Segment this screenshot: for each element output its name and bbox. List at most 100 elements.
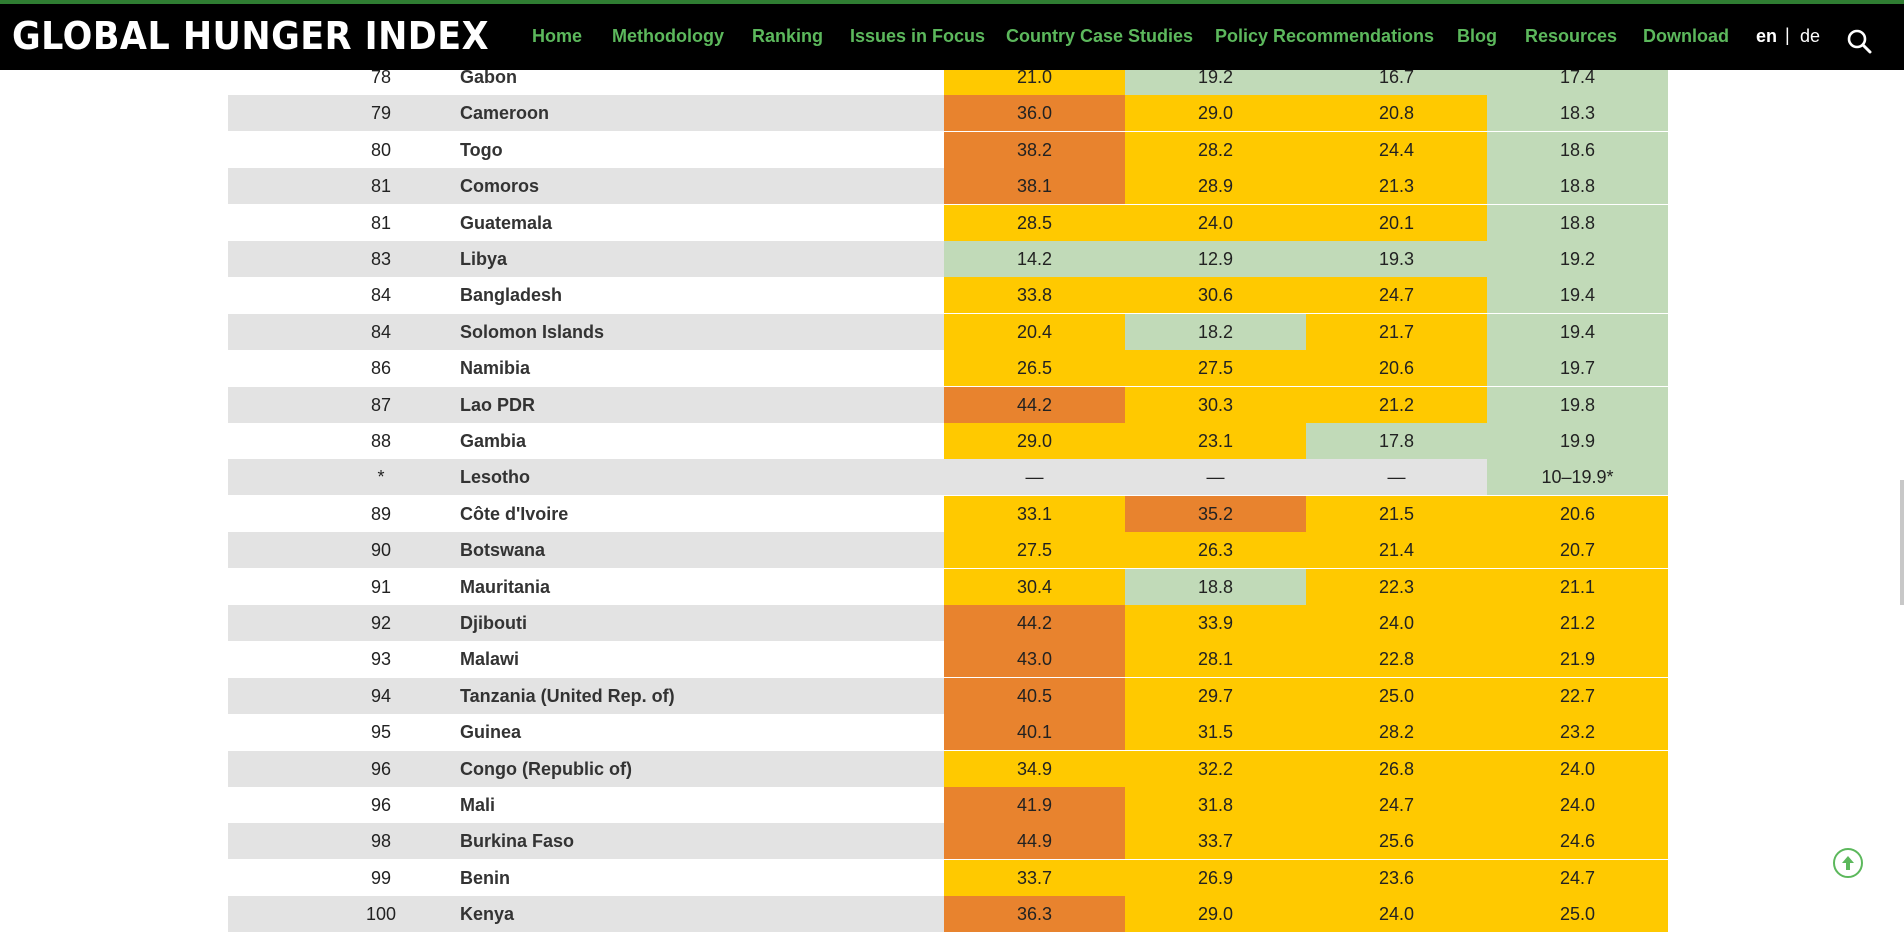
- table-row: 99 Benin 33.7 26.9 23.6 24.7: [228, 859, 1669, 896]
- rank-cell: 96: [370, 795, 392, 815]
- ghi-score-cell: 26.9: [1125, 859, 1306, 896]
- scrollbar-thumb[interactable]: [1900, 480, 1904, 605]
- country-cell: Mauritania: [460, 576, 551, 597]
- country-cell: Guinea: [460, 722, 522, 743]
- ghi-score-cell: 24.0: [1125, 204, 1306, 241]
- table-row: 96 Mali 41.9 31.8 24.7 24.0: [228, 787, 1669, 823]
- ghi-score-cell: 36.0: [944, 95, 1125, 132]
- ghi-score-cell: 19.7: [1487, 350, 1668, 387]
- ghi-score-cell: 26.5: [944, 350, 1125, 387]
- rank-cell: 84: [370, 285, 392, 306]
- ghi-score-cell: 25.0: [1487, 896, 1668, 932]
- rank-cell: 87: [370, 394, 392, 415]
- country-cell: Gabon: [460, 67, 517, 87]
- ghi-score-cell: 10–19.9*: [1487, 459, 1668, 496]
- country-cell: Solomon Islands: [460, 321, 605, 342]
- ghi-score-cell: 23.6: [1306, 859, 1487, 896]
- ghi-score-cell: 43.0: [944, 641, 1125, 678]
- rank-cell: 79: [370, 103, 392, 124]
- ghi-score-cell: 33.9: [1125, 605, 1306, 641]
- rank-cell: 91: [370, 576, 392, 597]
- ghi-score-cell: 24.0: [1306, 605, 1487, 641]
- ghi-score-cell: 29.0: [944, 423, 1125, 459]
- ghi-score-cell: 25.0: [1306, 677, 1487, 714]
- ghi-score-cell: 22.3: [1306, 568, 1487, 605]
- table-row: 88 Gambia 29.0 23.1 17.8 19.9: [228, 423, 1669, 459]
- table-row: 95 Guinea 40.1 31.5 28.2 23.2: [228, 714, 1669, 751]
- rank-cell: 99: [370, 867, 392, 888]
- ghi-score-cell: 34.9: [944, 750, 1125, 787]
- ghi-score-cell: 44.2: [944, 386, 1125, 423]
- ghi-score-cell: 21.4: [1306, 532, 1487, 569]
- table-row: 83 Libya 14.2 12.9 19.3 19.2: [228, 241, 1669, 277]
- ghi-score-cell: 29.0: [1125, 896, 1306, 932]
- search-icon[interactable]: [1846, 28, 1872, 54]
- nav-item-ranking[interactable]: Ranking: [752, 26, 824, 46]
- language-separator: |: [1785, 25, 1790, 45]
- ghi-score-cell: 26.3: [1125, 532, 1306, 569]
- ghi-score-cell: 20.6: [1487, 495, 1668, 532]
- rank-cell: 93: [370, 649, 392, 670]
- table-row: 94 Tanzania (United Rep. of) 40.5 29.7 25.0 2…: [228, 677, 1669, 714]
- ghi-score-cell: 31.5: [1125, 714, 1306, 751]
- nav-item-policy-recommendations[interactable]: Policy Recommendations: [1215, 26, 1435, 46]
- country-cell: Cameroon: [460, 103, 550, 124]
- scroll-to-top-button[interactable]: [1833, 848, 1863, 878]
- country-cell: Bangladesh: [460, 285, 563, 306]
- nav-item-home[interactable]: Home: [532, 26, 583, 46]
- country-cell: Malawi: [460, 649, 520, 670]
- ghi-score-cell: 12.9: [1125, 241, 1306, 277]
- site-logo[interactable]: GLOBAL HUNGER INDEX: [12, 14, 490, 58]
- nav-item-issues-in-focus[interactable]: Issues in Focus: [850, 26, 986, 46]
- rank-cell: 80: [370, 139, 392, 160]
- nav-item-country-case-studies[interactable]: Country Case Studies: [1006, 26, 1194, 46]
- nav-item-blog[interactable]: Blog: [1457, 26, 1497, 46]
- language-de-link[interactable]: de: [1800, 26, 1821, 46]
- ghi-score-cell: 21.1: [1487, 568, 1668, 605]
- ghi-score-cell: 28.2: [1306, 714, 1487, 751]
- ghi-score-cell: 28.1: [1125, 641, 1306, 678]
- country-cell: Djibouti: [460, 613, 527, 633]
- language-en-link[interactable]: en: [1756, 26, 1778, 46]
- table-row: 81 Guatemala 28.5 24.0 20.1 18.8: [228, 204, 1669, 241]
- rank-cell: 92: [370, 613, 392, 633]
- ghi-score-cell: 28.2: [1125, 131, 1306, 168]
- table-row: 90 Botswana 27.5 26.3 21.4 20.7: [228, 532, 1669, 569]
- ghi-score-cell: 33.8: [944, 277, 1125, 314]
- ghi-score-cell: 14.2: [944, 241, 1125, 277]
- country-cell: Libya: [460, 249, 508, 269]
- table-row: 100 Kenya 36.3 29.0 24.0 25.0: [228, 896, 1669, 932]
- country-cell: Tanzania (United Rep. of): [460, 685, 675, 706]
- nav-item-download[interactable]: Download: [1643, 26, 1729, 46]
- country-cell: Comoros: [460, 176, 540, 197]
- table-row: 96 Congo (Republic of) 34.9 32.2 26.8 24.0: [228, 750, 1669, 787]
- ghi-score-cell: 30.6: [1125, 277, 1306, 314]
- nav-item-resources[interactable]: Resources: [1525, 26, 1618, 46]
- ghi-score-cell: 19.9: [1487, 423, 1668, 459]
- ghi-score-cell: —: [944, 459, 1125, 496]
- ghi-score-cell: 20.6: [1306, 350, 1487, 387]
- table-row: 86 Namibia 26.5 27.5 20.6 19.7: [228, 350, 1669, 387]
- ghi-score-cell: 21.2: [1487, 605, 1668, 641]
- table-row: 80 Togo 38.2 28.2 24.4 18.6: [228, 131, 1669, 168]
- ghi-score-cell: 24.7: [1306, 277, 1487, 314]
- ghi-score-cell: 40.1: [944, 714, 1125, 751]
- rank-cell: 88: [370, 431, 392, 451]
- ghi-score-cell: 40.5: [944, 677, 1125, 714]
- ghi-score-cell: 20.8: [1306, 95, 1487, 132]
- ghi-score-cell: 23.1: [1125, 423, 1306, 459]
- ghi-score-cell: 26.8: [1306, 750, 1487, 787]
- ghi-score-cell: 24.0: [1487, 750, 1668, 787]
- rank-cell: 96: [370, 758, 392, 779]
- ghi-score-cell: 24.7: [1487, 859, 1668, 896]
- table-row: 93 Malawi 43.0 28.1 22.8 21.9: [228, 641, 1669, 678]
- ghi-score-cell: 33.7: [1125, 823, 1306, 860]
- ghi-score-cell: 36.3: [944, 896, 1125, 932]
- ghi-score-cell: 19.4: [1487, 277, 1668, 314]
- nav-item-methodology[interactable]: Methodology: [612, 26, 724, 46]
- ghi-score-cell: 20.4: [944, 313, 1125, 350]
- ghi-score-cell: —: [1125, 459, 1306, 496]
- country-cell: Burkina Faso: [460, 831, 575, 852]
- ghi-score-cell: 20.7: [1487, 532, 1668, 569]
- country-cell: Namibia: [460, 358, 531, 379]
